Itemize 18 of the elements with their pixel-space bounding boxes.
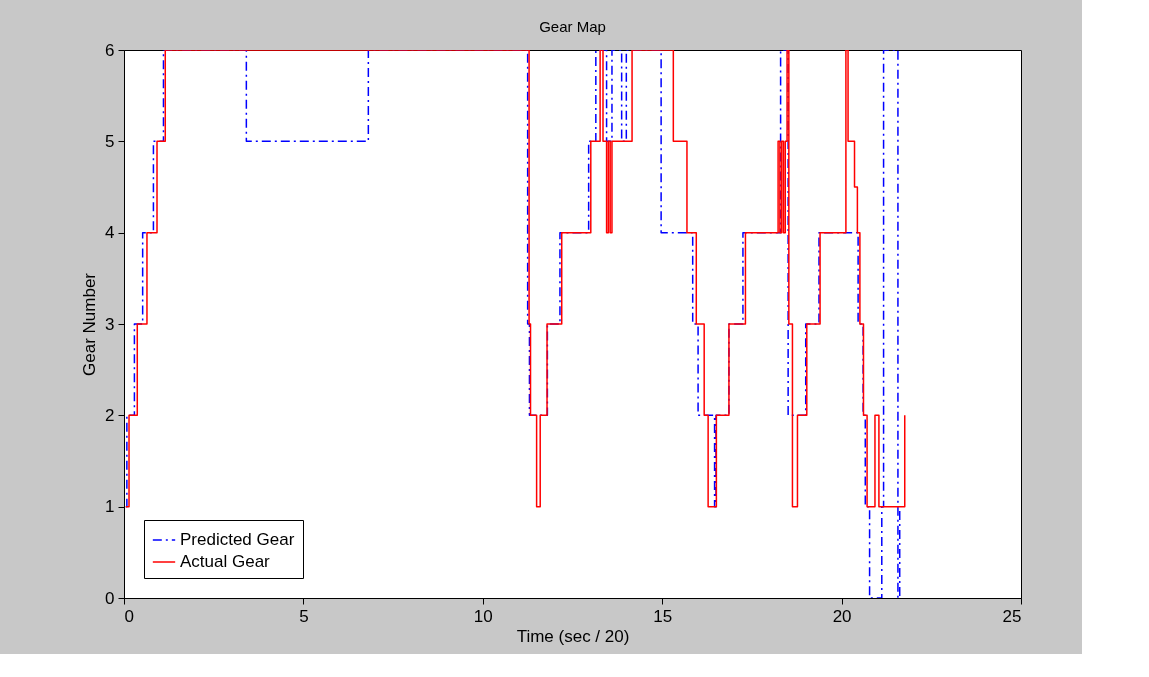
y-tick-label: 5 [105, 131, 115, 151]
y-tick-label: 3 [105, 314, 115, 334]
y-tick-label: 6 [105, 40, 115, 60]
y-tick-label: 1 [105, 497, 115, 517]
x-tick-label: 0 [124, 606, 134, 626]
y-tick-label: 4 [105, 223, 115, 243]
x-tick-label: 5 [299, 606, 309, 626]
y-tick-label: 2 [105, 405, 115, 425]
y-tick-label: 0 [105, 588, 115, 608]
legend-label: Actual Gear [180, 552, 271, 571]
chart-title: Gear Map [539, 18, 606, 35]
legend-label: Predicted Gear [180, 530, 295, 549]
x-axis-title: Time (sec / 20) [516, 626, 630, 646]
y-axis-title: Gear Number [80, 272, 100, 376]
x-tick-label: 20 [832, 606, 852, 626]
x-tick-label: 25 [1002, 606, 1022, 626]
x-tick-label: 15 [653, 606, 673, 626]
x-tick-label: 10 [473, 606, 493, 626]
